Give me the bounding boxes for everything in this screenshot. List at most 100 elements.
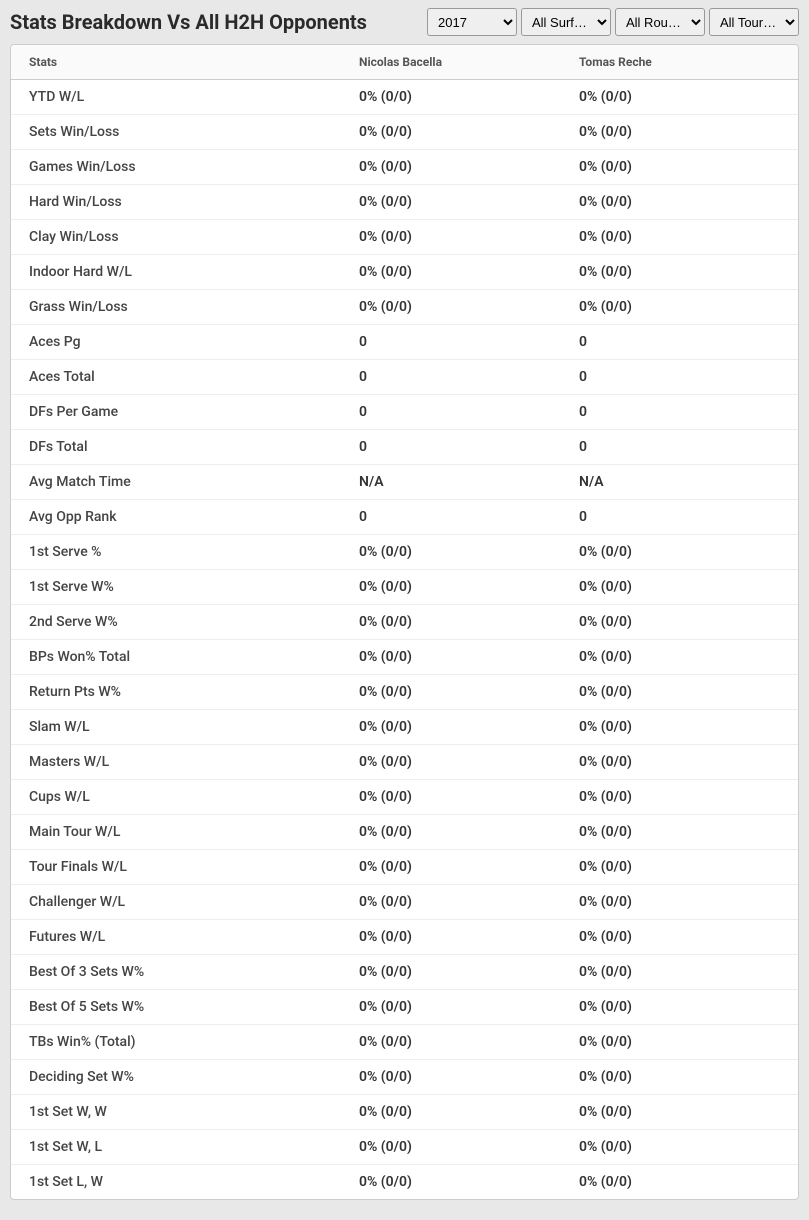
stat-value: 0% (0/0) [561,255,798,290]
stat-value: 0% (0/0) [561,780,798,815]
stat-label: Futures W/L [11,920,341,955]
table-row: 2nd Serve W%0% (0/0)0% (0/0) [11,605,798,640]
table-row: Best Of 5 Sets W%0% (0/0)0% (0/0) [11,990,798,1025]
table-row: Cups W/L0% (0/0)0% (0/0) [11,780,798,815]
table-row: DFs Total00 [11,430,798,465]
table-row: Best Of 3 Sets W%0% (0/0)0% (0/0) [11,955,798,990]
stat-value: 0% (0/0) [341,1060,561,1095]
col-header-player1: Nicolas Bacella [341,45,561,80]
tour-select[interactable]: All Tour… [709,8,799,36]
stat-label: Return Pts W% [11,675,341,710]
table-row: 1st Serve W%0% (0/0)0% (0/0) [11,570,798,605]
stat-value: 0 [561,360,798,395]
stat-label: Challenger W/L [11,885,341,920]
stat-value: 0% (0/0) [341,150,561,185]
stat-value: 0% (0/0) [341,605,561,640]
table-header: Stats Nicolas Bacella Tomas Reche [11,45,798,80]
stat-value: 0% (0/0) [561,535,798,570]
table-row: Avg Match TimeN/AN/A [11,465,798,500]
stat-value: 0% (0/0) [341,675,561,710]
year-select[interactable]: 2017 [427,8,517,36]
stat-value: 0 [561,325,798,360]
stat-value: 0 [561,430,798,465]
table-row: 1st Serve %0% (0/0)0% (0/0) [11,535,798,570]
stat-value: 0% (0/0) [341,850,561,885]
stat-value: 0% (0/0) [341,1130,561,1165]
stat-label: Best Of 3 Sets W% [11,955,341,990]
stat-value: 0 [341,500,561,535]
stat-label: Aces Total [11,360,341,395]
table-row: Avg Opp Rank00 [11,500,798,535]
table-row: 1st Set W, L0% (0/0)0% (0/0) [11,1130,798,1165]
table-row: Sets Win/Loss0% (0/0)0% (0/0) [11,115,798,150]
stat-value: 0 [561,395,798,430]
table-row: YTD W/L0% (0/0)0% (0/0) [11,80,798,115]
stat-value: 0% (0/0) [341,640,561,675]
stat-label: TBs Win% (Total) [11,1025,341,1060]
stat-value: 0% (0/0) [561,920,798,955]
stat-label: YTD W/L [11,80,341,115]
stat-value: 0% (0/0) [561,150,798,185]
stat-value: 0 [341,325,561,360]
round-select[interactable]: All Rou… [615,8,705,36]
table-row: Grass Win/Loss0% (0/0)0% (0/0) [11,290,798,325]
table-row: Return Pts W%0% (0/0)0% (0/0) [11,675,798,710]
stat-value: 0% (0/0) [341,80,561,115]
stat-value: 0% (0/0) [341,1025,561,1060]
stat-value: 0% (0/0) [341,815,561,850]
stat-value: 0% (0/0) [341,535,561,570]
stat-value: 0% (0/0) [561,1025,798,1060]
stat-value: 0% (0/0) [561,290,798,325]
stat-value: 0% (0/0) [561,570,798,605]
stats-table: Stats Nicolas Bacella Tomas Reche YTD W/… [11,45,798,1199]
stat-value: 0% (0/0) [561,675,798,710]
stat-label: Clay Win/Loss [11,220,341,255]
stat-value: 0% (0/0) [341,920,561,955]
stat-value: 0% (0/0) [561,80,798,115]
stat-value: 0% (0/0) [561,745,798,780]
stat-value: 0% (0/0) [561,640,798,675]
table-row: Indoor Hard W/L0% (0/0)0% (0/0) [11,255,798,290]
stat-label: Slam W/L [11,710,341,745]
stat-value: 0% (0/0) [341,885,561,920]
stat-value: 0% (0/0) [561,1165,798,1200]
table-row: DFs Per Game00 [11,395,798,430]
stat-value: 0% (0/0) [561,185,798,220]
stat-value: 0% (0/0) [561,115,798,150]
stat-value: 0 [341,360,561,395]
stat-label: Main Tour W/L [11,815,341,850]
stat-label: Avg Match Time [11,465,341,500]
stat-value: 0% (0/0) [341,710,561,745]
stat-label: Grass Win/Loss [11,290,341,325]
stat-value: 0% (0/0) [341,290,561,325]
stat-label: Avg Opp Rank [11,500,341,535]
filter-controls: 2017 All Surf… All Rou… All Tour… [427,8,799,36]
stat-value: 0% (0/0) [561,710,798,745]
stat-label: Tour Finals W/L [11,850,341,885]
table-body: YTD W/L0% (0/0)0% (0/0)Sets Win/Loss0% (… [11,80,798,1200]
table-row: BPs Won% Total0% (0/0)0% (0/0) [11,640,798,675]
table-row: Games Win/Loss0% (0/0)0% (0/0) [11,150,798,185]
stat-value: 0% (0/0) [341,990,561,1025]
stat-value: 0% (0/0) [341,745,561,780]
stat-value: 0 [341,395,561,430]
surface-select[interactable]: All Surf… [521,8,611,36]
stat-value: 0% (0/0) [341,220,561,255]
table-row: Hard Win/Loss0% (0/0)0% (0/0) [11,185,798,220]
stat-label: Cups W/L [11,780,341,815]
stat-value: 0% (0/0) [341,115,561,150]
stat-value: 0% (0/0) [561,220,798,255]
table-row: Main Tour W/L0% (0/0)0% (0/0) [11,815,798,850]
col-header-player2: Tomas Reche [561,45,798,80]
stat-label: 1st Serve W% [11,570,341,605]
stat-label: Hard Win/Loss [11,185,341,220]
stat-value: 0% (0/0) [561,955,798,990]
stat-label: Sets Win/Loss [11,115,341,150]
stat-label: 1st Serve % [11,535,341,570]
stat-value: 0% (0/0) [341,570,561,605]
stat-label: Deciding Set W% [11,1060,341,1095]
stat-label: Best Of 5 Sets W% [11,990,341,1025]
table-row: Clay Win/Loss0% (0/0)0% (0/0) [11,220,798,255]
page-header: Stats Breakdown Vs All H2H Opponents 201… [0,0,809,44]
stat-value: 0% (0/0) [341,955,561,990]
